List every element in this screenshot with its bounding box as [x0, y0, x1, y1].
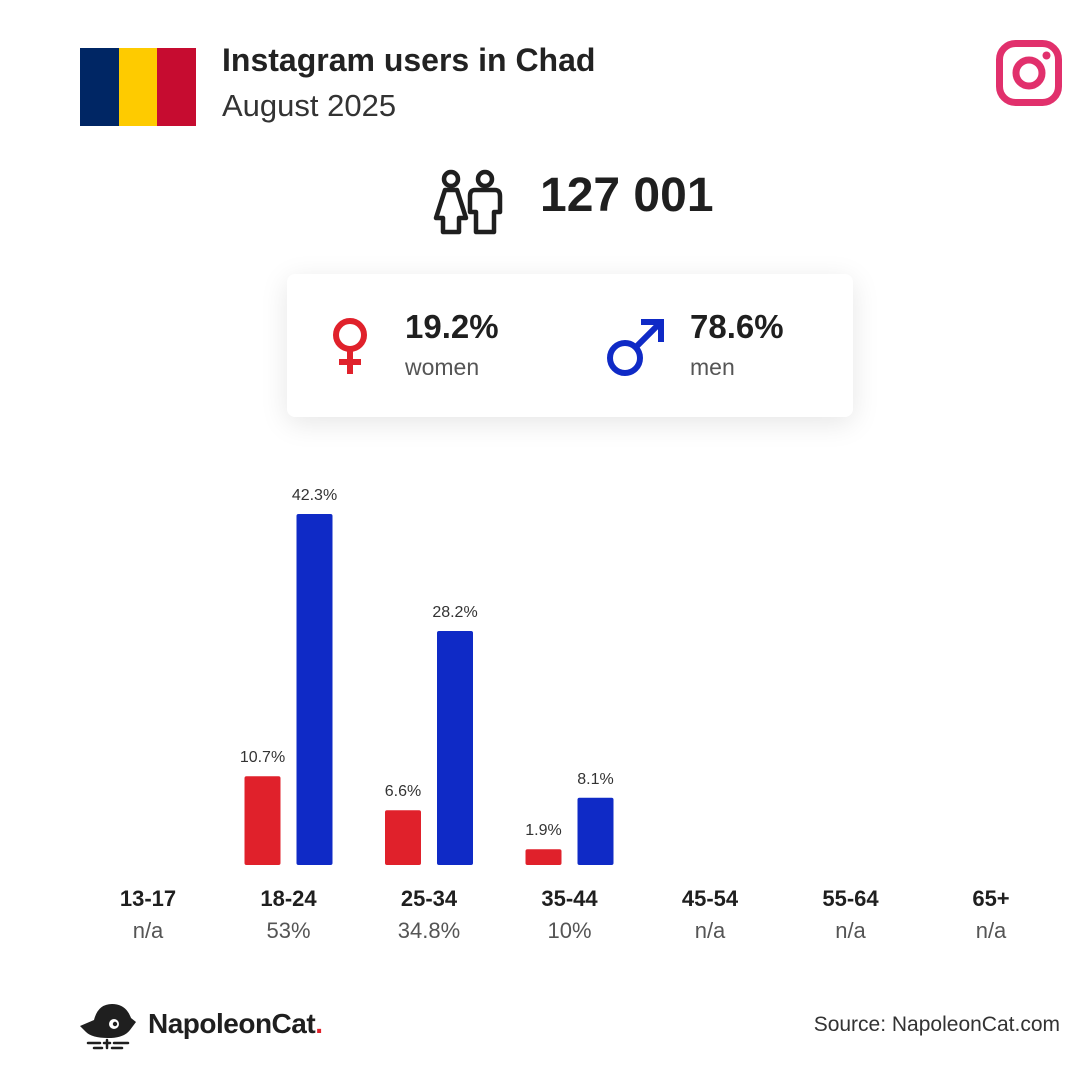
category-label-45-54: 45-54 [682, 886, 739, 911]
flag-stripe-yellow [118, 48, 158, 126]
category-label-18-24: 18-24 [260, 886, 317, 911]
bar-men-25-34 [437, 631, 473, 865]
flag-stripe-red [157, 48, 197, 126]
data-label-men-18-24: 42.3% [292, 487, 337, 504]
men-percentage: 78.6% [690, 308, 784, 345]
page-title: Instagram users in Chad [222, 42, 596, 78]
country-flag [80, 48, 197, 126]
age-gender-bar-chart: 13-17 n/a 10.7% 42.3% 18-24 53% 6.6% 28.2% 25-34… [120, 487, 1010, 943]
bar-women-35-44 [525, 849, 562, 865]
data-label-men-35-44: 8.1% [577, 771, 613, 788]
category-total-35-44: 10% [547, 918, 591, 943]
category-total-45-54: n/a [695, 918, 726, 943]
data-label-women-25-34: 6.6% [385, 783, 421, 800]
men-label: men [690, 354, 735, 380]
category-label-25-34: 25-34 [401, 886, 458, 911]
bar-men-35-44 [577, 797, 614, 865]
data-label-men-25-34: 28.2% [432, 604, 477, 621]
category-total-55-64: n/a [835, 918, 866, 943]
category-label-35-44: 35-44 [541, 886, 598, 911]
gender-split-card: 19.2% women 78.6% men [287, 274, 853, 417]
data-label-women-35-44: 1.9% [525, 822, 561, 839]
category-label-65+: 65+ [972, 886, 1009, 911]
category-label-55-64: 55-64 [822, 886, 879, 911]
category-total-13-17: n/a [133, 918, 164, 943]
category-total-65+: n/a [976, 918, 1007, 943]
users-icon [433, 169, 503, 235]
women-percentage: 19.2% [405, 308, 499, 345]
total-users-value: 127 001 [540, 169, 714, 222]
bar-women-25-34 [385, 810, 421, 865]
male-symbol-icon [607, 319, 664, 376]
brand-name: NapoleonCat. [148, 1008, 323, 1039]
category-label-13-17: 13-17 [120, 886, 176, 911]
bar-women-18-24 [244, 776, 281, 865]
flag-stripe-blue [80, 48, 119, 126]
napoleoncat-logo-icon [80, 1004, 136, 1050]
category-total-18-24: 53% [266, 918, 310, 943]
category-total-25-34: 34.8% [398, 918, 460, 943]
data-label-women-18-24: 10.7% [240, 749, 285, 766]
female-symbol-icon [333, 318, 367, 374]
women-label: women [405, 354, 480, 380]
bar-men-18-24 [296, 514, 333, 865]
page-subtitle: August 2025 [222, 88, 397, 123]
instagram-icon [996, 40, 1062, 106]
source-credit: Source: NapoleonCat.com [813, 1013, 1060, 1036]
